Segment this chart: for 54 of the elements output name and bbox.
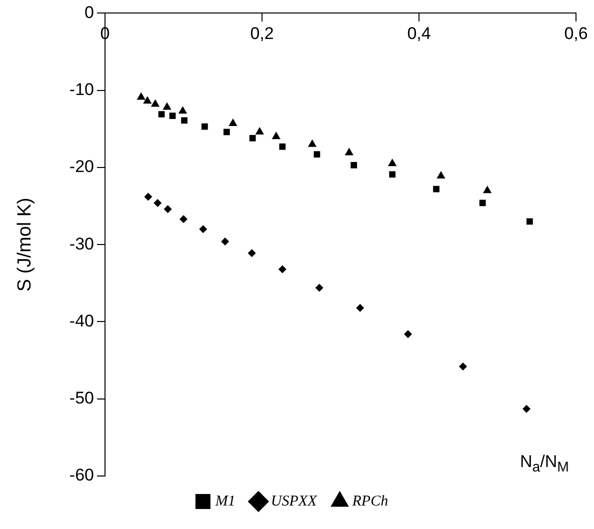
y-tick-label: 0	[84, 2, 94, 22]
point	[249, 134, 256, 142]
point	[479, 200, 486, 206]
point	[169, 112, 176, 119]
point	[272, 132, 280, 140]
legend-label: USPXX	[270, 493, 318, 510]
point	[162, 102, 172, 110]
point	[248, 249, 256, 258]
y-tick-label: -30	[69, 234, 94, 254]
y-tick-label: -40	[69, 311, 94, 330]
y-tick-label: -60	[69, 466, 94, 485]
point	[278, 265, 286, 274]
point	[164, 205, 172, 214]
point	[202, 123, 208, 130]
point	[433, 186, 440, 192]
point	[279, 143, 286, 150]
point	[522, 404, 531, 413]
y-tick-label: -20	[69, 157, 94, 176]
x-axis-title: N$_{a}$/N$_{M}$	[520, 452, 569, 476]
point	[315, 284, 324, 292]
point	[181, 117, 188, 124]
point	[178, 106, 188, 114]
x-tick-label: 0,2	[250, 24, 274, 44]
point	[255, 126, 264, 134]
legend-label: RPCh	[351, 493, 388, 510]
point	[136, 92, 146, 100]
point	[482, 186, 492, 194]
point	[223, 128, 230, 136]
y-tick-label: -10	[69, 80, 94, 100]
point	[350, 162, 358, 168]
point	[228, 118, 238, 126]
point	[389, 171, 396, 178]
point	[344, 148, 354, 156]
x-tick-label: 0,6	[564, 24, 588, 44]
point	[221, 238, 230, 246]
point	[150, 99, 160, 107]
point	[143, 96, 152, 104]
point	[144, 192, 152, 201]
x-tick-label: 0,4	[407, 24, 431, 44]
point	[314, 151, 320, 158]
y-tick-label: -50	[69, 388, 94, 408]
point	[356, 304, 364, 312]
point	[154, 198, 162, 207]
point	[458, 362, 467, 370]
point	[388, 158, 397, 166]
point	[436, 170, 446, 178]
y-axis-title: S (J/mol K)	[14, 198, 36, 292]
point	[180, 215, 188, 224]
point	[526, 218, 533, 225]
point	[158, 111, 165, 118]
point	[404, 330, 412, 338]
point	[199, 225, 208, 234]
legend-label: M1	[214, 493, 236, 510]
point	[308, 139, 317, 147]
